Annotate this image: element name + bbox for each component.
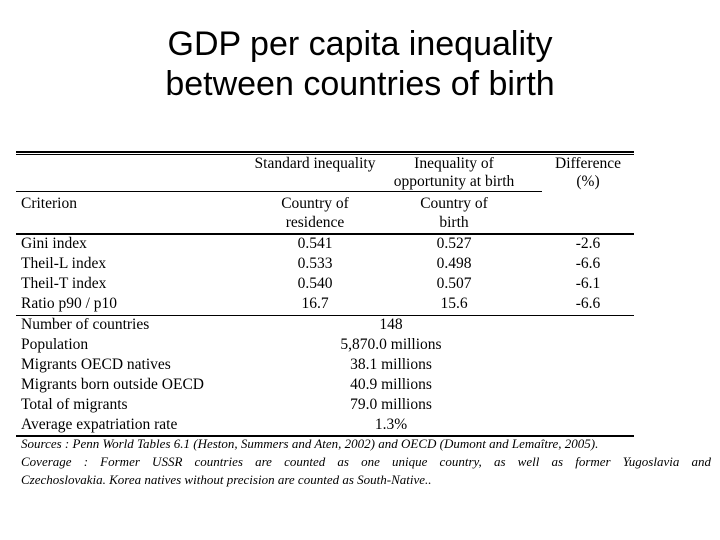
coverage-note-line-2: Czechoslovakia. Korea natives without pr…: [21, 472, 432, 487]
row-criterion: Theil-L index: [21, 255, 107, 272]
table-top-rule: [16, 151, 634, 153]
header-country-birth-2: birth: [439, 214, 469, 231]
header-inequality-opportunity-1: Inequality of: [414, 155, 494, 172]
summary-value: 148: [379, 316, 403, 333]
summary-value: 5,870.0 millions: [340, 336, 442, 353]
row-difference-value: -6.6: [575, 255, 601, 272]
header-country-residence-2: residence: [285, 214, 345, 231]
row-difference-value: -2.6: [575, 235, 601, 252]
header-inequality-opportunity-2: opportunity at birth: [393, 173, 515, 190]
row-criterion: Ratio p90 / p10: [21, 295, 118, 312]
row-residence-value: 0.540: [297, 275, 333, 292]
header-difference-1: Difference: [555, 155, 621, 172]
row-difference-value: -6.1: [575, 275, 601, 292]
summary-value: 40.9 millions: [350, 376, 432, 393]
table-top-rule-thin: [16, 154, 634, 155]
section-divider-rule: [16, 315, 634, 316]
summary-value: 1.3%: [374, 416, 408, 433]
row-residence-value: 16.7: [301, 295, 329, 312]
header-standard-inequality: Standard inequality: [254, 155, 376, 172]
row-residence-value: 0.541: [297, 235, 333, 252]
summary-value: 38.1 millions: [350, 356, 432, 373]
header-criterion: Criterion: [21, 195, 77, 212]
summary-label: Migrants OECD natives: [21, 356, 171, 373]
header-divider-rule: [16, 191, 542, 192]
row-birth-value: 0.527: [436, 235, 472, 252]
header-bottom-rule: [16, 233, 634, 235]
title-line-2: between countries of birth: [165, 65, 555, 103]
table-bottom-rule: [16, 435, 634, 437]
summary-label: Migrants born outside OECD: [21, 376, 204, 393]
summary-value: 79.0 millions: [350, 396, 432, 413]
row-criterion: Gini index: [21, 235, 87, 252]
row-birth-value: 0.507: [436, 275, 472, 292]
slide-title: GDP per capita inequality between countr…: [0, 24, 720, 104]
coverage-note-line-1: Coverage : Former USSR countries are cou…: [21, 454, 711, 469]
summary-label: Number of countries: [21, 316, 150, 333]
header-difference-2: (%): [576, 173, 600, 190]
row-residence-value: 0.533: [297, 255, 333, 272]
summary-label: Average expatriation rate: [21, 416, 178, 433]
row-criterion: Theil-T index: [21, 275, 107, 292]
row-birth-value: 0.498: [436, 255, 472, 272]
sources-note: Sources : Penn World Tables 6.1 (Heston,…: [21, 436, 599, 451]
header-country-birth-1: Country of: [420, 195, 488, 212]
summary-label: Total of migrants: [21, 396, 128, 413]
header-country-residence-1: Country of: [281, 195, 349, 212]
row-difference-value: -6.6: [575, 295, 601, 312]
table-notes: Sources : Penn World Tables 6.1 (Heston,…: [21, 435, 711, 489]
row-birth-value: 15.6: [440, 295, 468, 312]
summary-label: Population: [21, 336, 89, 353]
title-line-1: GDP per capita inequality: [167, 25, 553, 63]
